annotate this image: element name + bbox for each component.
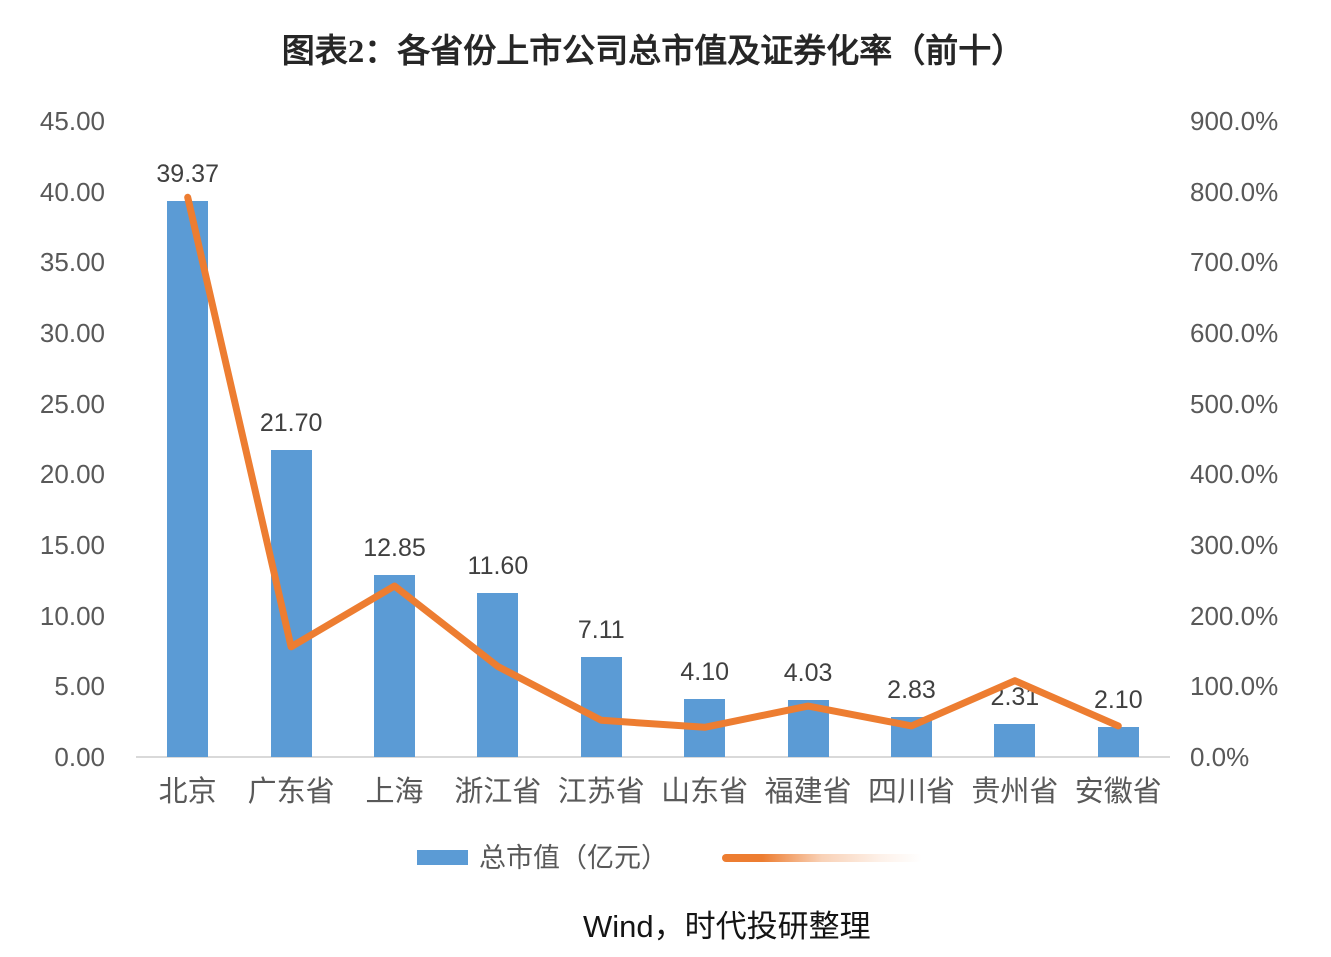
bar-value-label: 39.37 bbox=[156, 159, 219, 188]
bar-value-label: 2.83 bbox=[887, 676, 936, 704]
right-axis-tick: 900.0% bbox=[1190, 106, 1279, 136]
bar-value-label: 7.11 bbox=[577, 615, 625, 644]
left-axis-tick: 0.00 bbox=[54, 742, 105, 772]
left-axis-tick: 20.00 bbox=[39, 459, 105, 490]
category-label-上海: 上海 bbox=[365, 776, 424, 808]
bar-value-label: 4.10 bbox=[680, 658, 730, 687]
x-axis-line bbox=[136, 756, 1170, 758]
category-label-福建省: 福建省 bbox=[764, 776, 852, 808]
left-axis-tick: 35.00 bbox=[39, 247, 105, 278]
left-axis-tick: 5.00 bbox=[54, 671, 105, 702]
right-axis-tick: 600.0% bbox=[1190, 318, 1279, 348]
category-label-山东省: 山东省 bbox=[661, 776, 749, 808]
left-axis-tick: 15.00 bbox=[39, 530, 105, 560]
x-axis-labels: 北京 广东省 上海 浙江省 江苏省 山东省 福建省 四川省 贵州省 安徽省 bbox=[136, 774, 1170, 816]
right-axis-tick: 200.0% bbox=[1190, 600, 1279, 631]
right-axis-tick: 100.0% bbox=[1190, 671, 1279, 702]
bar-北京 bbox=[167, 200, 209, 757]
line-series-swatch bbox=[722, 854, 922, 862]
bar-上海 bbox=[374, 575, 415, 757]
bar-贵州省 bbox=[994, 724, 1036, 757]
right-axis-tick: 0.0% bbox=[1190, 742, 1250, 772]
right-axis-tick: 300.0% bbox=[1190, 530, 1279, 560]
securitization-rate-line bbox=[184, 193, 1122, 731]
left-axis-tick: 45.00 bbox=[39, 106, 105, 136]
bar-安徽省 bbox=[1097, 727, 1139, 757]
left-axis-tick: 30.00 bbox=[39, 318, 105, 348]
left-axis: 0.00 5.00 10.00 15.00 20.00 25.00 30.00 35.00 40… bbox=[0, 107, 105, 771]
category-label-广东省: 广东省 bbox=[247, 776, 335, 808]
chart-title: 图表2：各省份上市公司总市值及证券化率（前十） bbox=[281, 34, 1025, 70]
category-label-安徽省: 安徽省 bbox=[1074, 776, 1162, 808]
plot-area: 39.37 21.70 12.85 11.60 7.11 4.10 4.03 2.83 2.31… bbox=[136, 121, 1170, 758]
right-axis: 0.0% 100.0% 200.0% 300.0% 400.0% 500.0% 600.0%… bbox=[1190, 107, 1325, 771]
right-axis-tick: 800.0% bbox=[1190, 176, 1279, 207]
bar-series-label: 总市值（亿元） bbox=[479, 843, 668, 873]
category-label-贵州省: 贵州省 bbox=[971, 776, 1059, 808]
category-label-浙江省: 浙江省 bbox=[454, 776, 542, 808]
right-axis-tick: 700.0% bbox=[1190, 247, 1279, 278]
legend: 总市值（亿元） bbox=[0, 841, 1331, 875]
right-axis-tick: 400.0% bbox=[1190, 459, 1279, 490]
bar-value-label: 2.10 bbox=[1093, 686, 1143, 715]
right-axis-tick: 500.0% bbox=[1190, 388, 1279, 419]
category-label-北京: 北京 bbox=[158, 776, 217, 808]
left-axis-tick: 10.00 bbox=[39, 600, 105, 631]
bar-value-label: 12.85 bbox=[363, 534, 426, 563]
left-axis-tick: 40.00 bbox=[39, 176, 105, 207]
left-axis-tick: 25.00 bbox=[39, 388, 105, 419]
line-series-证券化率 bbox=[184, 193, 1122, 731]
bar-value-label: 11.60 bbox=[467, 552, 529, 581]
bar-value-label: 4.03 bbox=[783, 659, 833, 688]
source-text: Wind，时代投研整理 bbox=[583, 909, 871, 944]
category-label-江苏省: 江苏省 bbox=[557, 776, 645, 808]
bar-value-label: 21.70 bbox=[259, 409, 323, 438]
bar-江苏省 bbox=[580, 656, 622, 757]
bar-广东省 bbox=[270, 450, 312, 757]
bar-series-swatch bbox=[417, 850, 468, 865]
category-label-四川省: 四川省 bbox=[867, 776, 956, 808]
